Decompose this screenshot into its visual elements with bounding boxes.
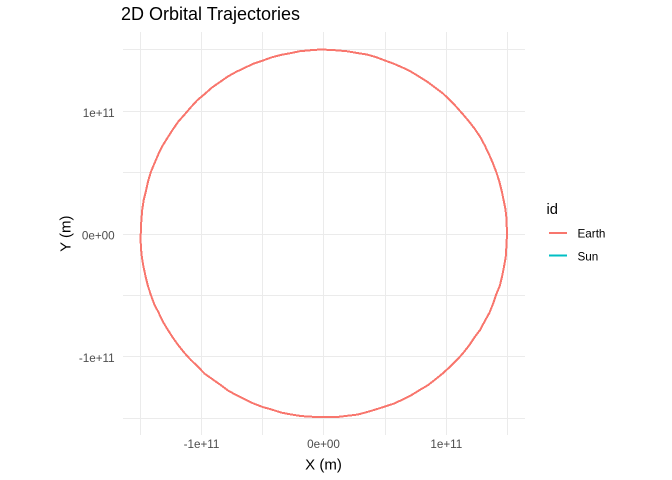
svg-text:X (m): X (m) bbox=[305, 456, 342, 473]
svg-text:Y (m): Y (m) bbox=[58, 216, 75, 252]
svg-text:0e+00: 0e+00 bbox=[82, 230, 115, 243]
svg-text:id: id bbox=[547, 202, 558, 218]
svg-text:-1e+11: -1e+11 bbox=[184, 438, 220, 451]
svg-text:2D Orbital Trajectories: 2D Orbital Trajectories bbox=[121, 4, 300, 24]
svg-text:Sun: Sun bbox=[578, 250, 599, 263]
svg-text:0e+00: 0e+00 bbox=[307, 438, 340, 451]
svg-text:1e+11: 1e+11 bbox=[430, 438, 462, 451]
svg-text:Earth: Earth bbox=[578, 228, 606, 241]
svg-text:-1e+11: -1e+11 bbox=[79, 352, 115, 365]
svg-text:1e+11: 1e+11 bbox=[83, 107, 115, 120]
